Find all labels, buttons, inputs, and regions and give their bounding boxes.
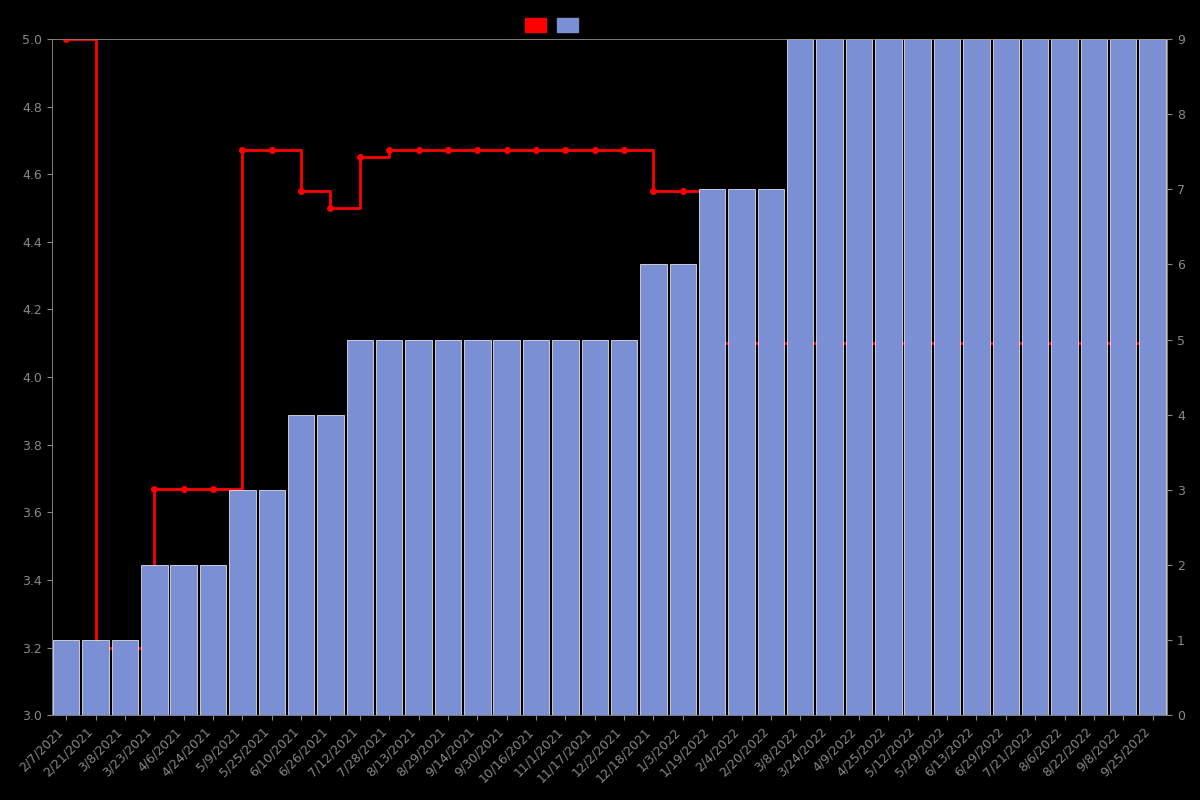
Bar xyxy=(816,39,842,715)
Bar xyxy=(376,339,402,715)
Bar xyxy=(434,339,461,715)
Bar xyxy=(523,339,550,715)
Bar xyxy=(611,339,637,715)
Bar xyxy=(406,339,432,715)
Bar xyxy=(728,189,755,715)
Legend: , : , xyxy=(520,12,588,38)
Bar xyxy=(1081,39,1108,715)
Bar xyxy=(1110,39,1136,715)
Bar xyxy=(1022,39,1049,715)
Bar xyxy=(698,189,725,715)
Bar xyxy=(1051,39,1078,715)
Bar xyxy=(582,339,608,715)
Bar xyxy=(464,339,491,715)
Bar xyxy=(83,640,109,715)
Bar xyxy=(258,490,284,715)
Bar xyxy=(112,640,138,715)
Bar xyxy=(1139,39,1166,715)
Bar xyxy=(347,339,373,715)
Bar xyxy=(905,39,931,715)
Bar xyxy=(493,339,520,715)
Bar xyxy=(787,39,814,715)
Bar xyxy=(846,39,872,715)
Bar xyxy=(229,490,256,715)
Bar xyxy=(757,189,784,715)
Bar xyxy=(934,39,960,715)
Bar xyxy=(53,640,79,715)
Bar xyxy=(170,565,197,715)
Bar xyxy=(641,264,667,715)
Bar xyxy=(964,39,990,715)
Bar xyxy=(992,39,1019,715)
Bar xyxy=(142,565,168,715)
Bar xyxy=(200,565,227,715)
Bar xyxy=(552,339,578,715)
Bar xyxy=(875,39,901,715)
Bar xyxy=(288,414,314,715)
Bar xyxy=(317,414,343,715)
Bar xyxy=(670,264,696,715)
